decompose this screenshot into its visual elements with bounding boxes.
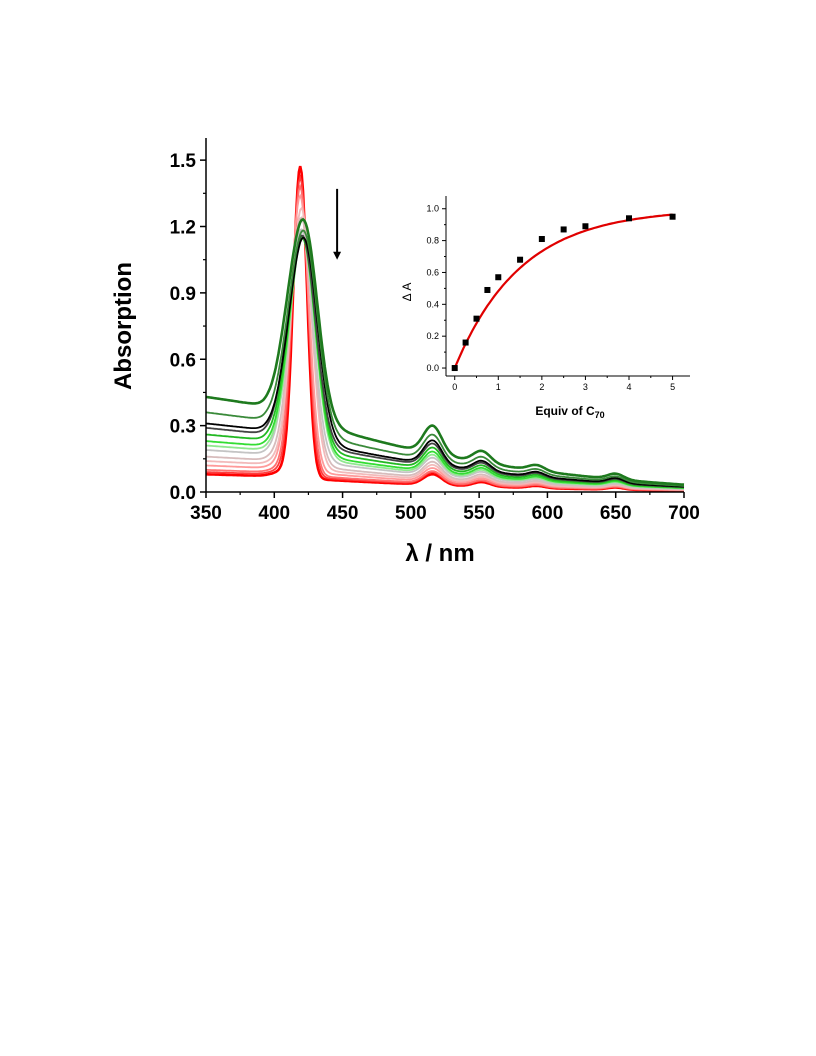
spectrum-curves [205,165,685,492]
y-tick-label-1: 0.3 [170,417,196,438]
y-tick-label-2: 0.6 [170,350,196,371]
x-tick-label-4: 550 [463,503,495,524]
spectrum-series-5 [205,216,685,491]
data-point-9 [626,215,632,222]
inset-y-tick-label-2: 0.4 [426,299,439,309]
data-point-0 [451,365,458,372]
y-tick-label-5: 1.5 [170,151,197,172]
data-point-3 [484,286,491,293]
inset-x-tick-label-3: 3 [583,382,588,392]
x-tick-label-5: 600 [532,503,564,524]
x-tick-label-7: 700 [668,503,700,524]
data-point-2 [473,315,480,322]
inset-y-tick-label-5: 1.0 [426,204,439,214]
spectrum-series-8 [205,237,685,489]
data-point-6 [538,236,545,243]
fit-line [453,213,673,369]
y-tick-label-4: 1.2 [170,218,196,239]
inset-x-tick-label-1: 1 [496,382,501,392]
y-tick-label-3: 0.9 [170,284,196,305]
inset-x-axis-label-main: Equiv of C [535,404,595,418]
inset-x-axis-label: Equiv of C70 [535,404,604,420]
data-point-7 [560,226,567,233]
inset-y-tick-label-4: 0.8 [426,236,439,246]
inset-y-tick-label-3: 0.6 [426,267,439,277]
x-tick-label-1: 400 [258,503,290,524]
main-spectrum-plot: 350 400 450 500 550 600 650 7000.00.30.60.91.21… [110,138,700,567]
spectrum-series-12 [205,229,684,487]
x-tick-label-0: 350 [190,503,222,524]
y-tick-label-0: 0.0 [170,483,196,504]
x-axis-label: λ / nm [405,540,474,567]
decrease-arrow-icon [333,188,342,260]
inset-data-points [451,213,676,372]
inset-axes: 0 1 2 3 4 5 0.0 0.2 0.4 0.6 0.8 1.0 [426,196,690,392]
data-point-8 [582,223,589,230]
x-tick-label-3: 500 [395,503,427,524]
inset-x-tick-label-5: 5 [670,382,675,392]
data-point-10 [669,213,676,220]
inset-x-tick-label-2: 2 [539,382,544,392]
x-tick-label-6: 650 [600,503,632,524]
inset-y-axis-label: Δ A [400,283,414,302]
x-tick-label-2: 450 [327,503,359,524]
data-point-4 [495,274,502,281]
y-axis-label: Absorption [110,262,137,390]
inset-y-tick-label-0: 0.0 [426,363,439,373]
main-axes: 350 400 450 500 550 600 650 7000.00.30.60.91.21… [170,138,700,524]
arrow-head [333,251,342,260]
spectrum-series-13 [205,217,685,486]
data-point-1 [462,339,469,346]
spectrum-series-11 [205,236,685,488]
inset-fit-curve [453,213,673,369]
inset-x-tick-label-0: 0 [452,382,457,392]
data-point-5 [517,256,524,263]
inset-x-axis-label-sub: 70 [595,410,605,420]
inset-titration-plot: 0 1 2 3 4 5 0.0 0.2 0.4 0.6 0.8 1.0 Δ A Equiv of C7… [400,196,690,420]
inset-x-tick-label-4: 4 [626,382,631,392]
inset-y-tick-label-1: 0.2 [426,331,439,341]
